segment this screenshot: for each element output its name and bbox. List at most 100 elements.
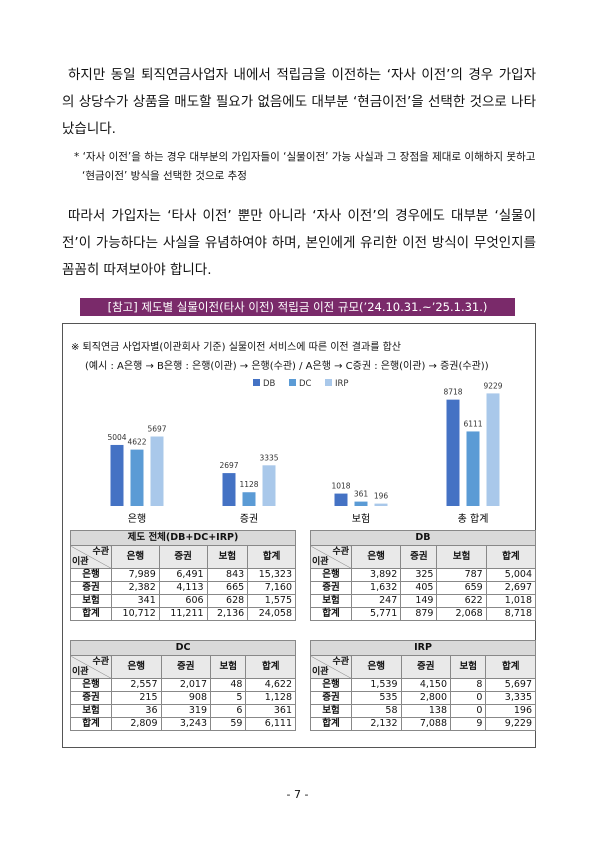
- bar: [130, 449, 144, 506]
- value-label: 8718: [443, 388, 462, 397]
- table-row: 은행 2,557 2,017 48 4,622: [70, 678, 296, 692]
- col-header: 수관: [332, 657, 349, 667]
- table-row: 은행 3,892 325 787 5,004: [310, 568, 537, 582]
- cell: 149: [400, 594, 438, 608]
- x-tick-label: 증권: [240, 513, 258, 525]
- cell: 7,088: [400, 717, 452, 731]
- cell: 15,323: [247, 568, 296, 582]
- value-label: 1128: [239, 480, 258, 489]
- row-label: 합계: [70, 607, 112, 621]
- value-label: 5697: [147, 424, 166, 433]
- row-label: 은행: [310, 568, 352, 582]
- table-row: 합계 5,771 879 2,068 8,718: [310, 607, 537, 621]
- row-label: 은행: [70, 568, 112, 582]
- data-table: 제도 전체(DB+DC+IRP) 수관 이관 은행 증권 보험 합계 은행 7,989 6,491…: [70, 530, 296, 621]
- data-table: IRP 수관 이관 은행 증권 보험 합계 은행 1,539 4,150 8 5,697 증권 535 2,…: [310, 640, 536, 731]
- cell: 48: [210, 678, 247, 692]
- value-label: 361: [354, 490, 369, 499]
- row-label: 증권: [70, 691, 112, 705]
- cell: 319: [160, 704, 212, 718]
- cell: 58: [351, 704, 402, 718]
- legend-swatch: [289, 379, 296, 386]
- table-title: DC: [70, 640, 296, 656]
- column-header: 증권: [400, 545, 438, 569]
- row-label: 은행: [310, 678, 352, 692]
- table-title: IRP: [310, 640, 536, 656]
- cell: 659: [436, 581, 487, 595]
- column-header: 합계: [245, 655, 296, 679]
- paragraph: 하지만 동일 퇴직연금사업자 내에서 적립금을 이전하는 ‘자사 이전’의 경우…: [62, 67, 536, 137]
- column-header: 합계: [247, 545, 296, 569]
- cell: 606: [158, 594, 208, 608]
- table-row: 증권 1,632 405 659 2,697: [310, 581, 537, 595]
- cell: 59: [210, 717, 247, 731]
- table-title: DB: [310, 530, 536, 546]
- cell: 908: [160, 691, 212, 705]
- cell: 535: [351, 691, 402, 705]
- cell: 3,335: [485, 691, 536, 705]
- cell: 665: [206, 581, 249, 595]
- row-label: 증권: [310, 691, 352, 705]
- cell: 215: [111, 691, 162, 705]
- cell: 2,132: [351, 717, 402, 731]
- bar: [374, 503, 388, 506]
- x-tick-label: 총 합계: [458, 513, 489, 525]
- column-header: 증권: [158, 545, 208, 569]
- data-table: DC 수관 이관 은행 증권 보험 합계 은행 2,557 2,017 48 4,622 증권 215 90…: [70, 640, 296, 731]
- reference-box: ※ 퇴직연금 사업자별(이관회사 기준) 실물이전 서비스에 따른 이전 결과를…: [62, 323, 536, 748]
- cell: 8: [450, 678, 487, 692]
- legend-label: DB: [263, 379, 276, 389]
- cell: 622: [436, 594, 487, 608]
- data-table: DB 수관 이관 은행 증권 보험 합계 은행 3,892 325 787 5,004 증권 1,632 4…: [310, 530, 537, 621]
- column-header: 은행: [111, 545, 160, 569]
- col-header: 수관: [92, 547, 109, 557]
- cell: 9: [450, 717, 487, 731]
- table-title: 제도 전체(DB+DC+IRP): [70, 530, 296, 546]
- value-label: 3335: [259, 453, 278, 462]
- cell: 196: [485, 704, 536, 718]
- header-row: 수관 이관 은행 증권 보험 합계: [310, 655, 536, 679]
- row-label: 보험: [310, 594, 352, 608]
- cell: 879: [400, 607, 438, 621]
- cell: 787: [436, 568, 487, 582]
- table-row: 보험 58 138 0 196: [310, 704, 536, 718]
- cell: 0: [450, 691, 487, 705]
- cell: 5,697: [485, 678, 536, 692]
- cell: 361: [245, 704, 296, 718]
- value-label: 6111: [463, 419, 482, 428]
- column-header: 보험: [210, 655, 247, 679]
- legend-label: IRP: [335, 379, 349, 389]
- bar: [354, 501, 368, 506]
- header-row: 수관 이관 은행 증권 보험 합계: [310, 545, 537, 569]
- cell: 24,058: [247, 607, 296, 621]
- title-row: DB: [310, 530, 536, 546]
- row-label: 은행: [70, 678, 112, 692]
- note: * ‘자사 이전’을 하는 경우 대부분의 가입자들이 ‘실물이전’ 가능 사실…: [74, 151, 536, 182]
- row-header: 이관: [312, 667, 329, 677]
- col-header: 수관: [92, 657, 109, 667]
- diagonal-header: 수관 이관: [70, 655, 112, 679]
- bar: [110, 444, 124, 506]
- value-label: 196: [374, 492, 389, 501]
- column-header: 보험: [436, 545, 487, 569]
- cell: 5,004: [485, 568, 537, 582]
- legend-label: DC: [299, 379, 312, 389]
- row-label: 보험: [70, 704, 112, 718]
- bar: [262, 465, 276, 506]
- header-row: 수관 이관 은행 증권 보험 합계: [70, 655, 296, 679]
- table-row: 합계 2,809 3,243 59 6,111: [70, 717, 296, 731]
- column-header: 증권: [400, 655, 452, 679]
- value-label: 2697: [219, 461, 238, 470]
- cell: 2,557: [111, 678, 162, 692]
- cell: 843: [206, 568, 249, 582]
- cell: 0: [450, 704, 487, 718]
- table-row: 보험 36 319 6 361: [70, 704, 296, 718]
- value-label: 9229: [483, 381, 502, 390]
- table-row: 보험 341 606 628 1,575: [70, 594, 296, 608]
- bar: [150, 436, 164, 506]
- cell: 4,150: [400, 678, 452, 692]
- bar: [466, 431, 480, 506]
- table-row: 은행 1,539 4,150 8 5,697: [310, 678, 536, 692]
- cell: 36: [111, 704, 162, 718]
